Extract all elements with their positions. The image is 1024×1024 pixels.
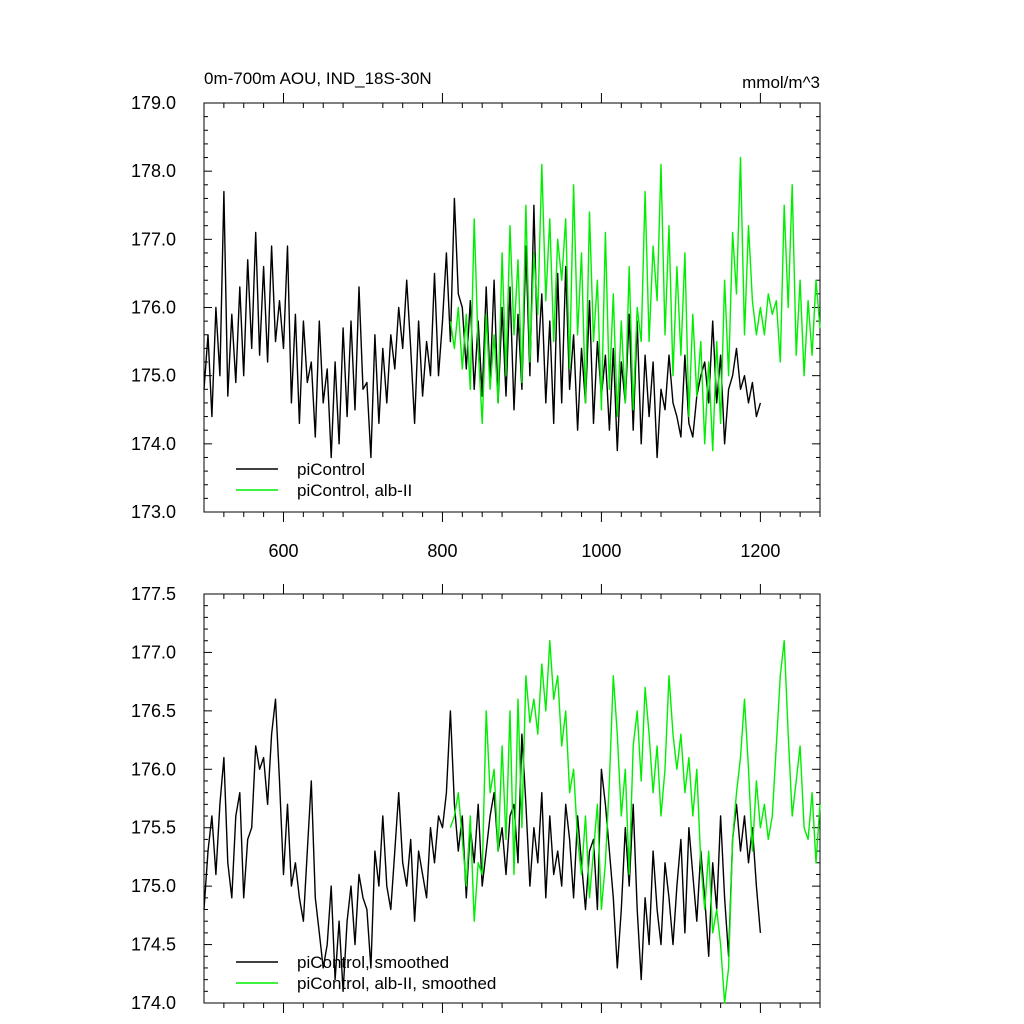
legend-label-picontrol-alb-ii-smoothed: piControl, alb-II, smoothed <box>297 974 496 993</box>
series-line-picontrol-alb-ii <box>449 156 821 452</box>
y-tick-label: 175.0 <box>131 366 176 386</box>
bottom-y-axis: 174.0 174.5 175.0 175.5 176.0 176.5 177.0 177.5 <box>131 584 820 1013</box>
y-tick-label: 176.0 <box>131 759 176 779</box>
y-tick-label: 174.5 <box>131 935 176 955</box>
top-chart-units: mmol/m^3 <box>742 73 820 92</box>
x-tick-label: 1200 <box>740 541 780 561</box>
y-tick-label: 174.0 <box>131 434 176 454</box>
series-line-picontrol-smoothed <box>203 698 762 992</box>
y-tick-label: 178.0 <box>131 161 176 181</box>
top-plot-frame <box>203 102 821 513</box>
y-tick-label: 177.0 <box>131 229 176 249</box>
top-panel: 0m-700m AOU, IND_18S-30N mmol/m^3 173.01… <box>131 69 821 561</box>
bottom-panel: 174.0 174.5 175.0 175.5 176.0 176.5 177.0 177.5… <box>131 584 821 1013</box>
legend-label-picontrol-smoothed: piControl, smoothed <box>297 953 449 972</box>
y-tick-label: 175.0 <box>131 876 176 896</box>
top-y-axis: 173.0 174.0 175.0 176.0 177.0 178.0 179.0 <box>131 93 820 522</box>
y-tick-label: 176.0 <box>131 298 176 318</box>
legend-label-picontrol-alb-ii: piControl, alb-II <box>297 481 412 500</box>
bottom-plot-frame <box>203 593 821 1004</box>
y-tick-label: 174.0 <box>131 993 176 1013</box>
top-legend: piControl piControl, alb-II <box>236 460 412 500</box>
y-tick-label: 177.0 <box>131 642 176 662</box>
x-tick-label: 600 <box>268 541 298 561</box>
series-line-picontrol-alb-ii-smoothed <box>449 640 821 1004</box>
y-tick-label: 175.5 <box>131 818 176 838</box>
series-line-picontrol <box>203 190 762 459</box>
bottom-legend: piControl, smoothed piControl, alb-II, s… <box>236 953 496 993</box>
bottom-x-axis <box>223 584 821 1013</box>
top-series <box>203 156 821 459</box>
top-chart-title: 0m-700m AOU, IND_18S-30N <box>204 69 432 88</box>
legend-label-picontrol: piControl <box>297 460 365 479</box>
y-tick-label: 179.0 <box>131 93 176 113</box>
x-tick-label: 1000 <box>581 541 621 561</box>
y-tick-label: 176.5 <box>131 701 176 721</box>
x-tick-label: 800 <box>427 541 457 561</box>
y-tick-label: 173.0 <box>131 502 176 522</box>
y-tick-label: 177.5 <box>131 584 176 604</box>
top-x-axis: 600 800 1000 1200 <box>223 93 821 561</box>
bottom-series <box>203 640 821 1004</box>
